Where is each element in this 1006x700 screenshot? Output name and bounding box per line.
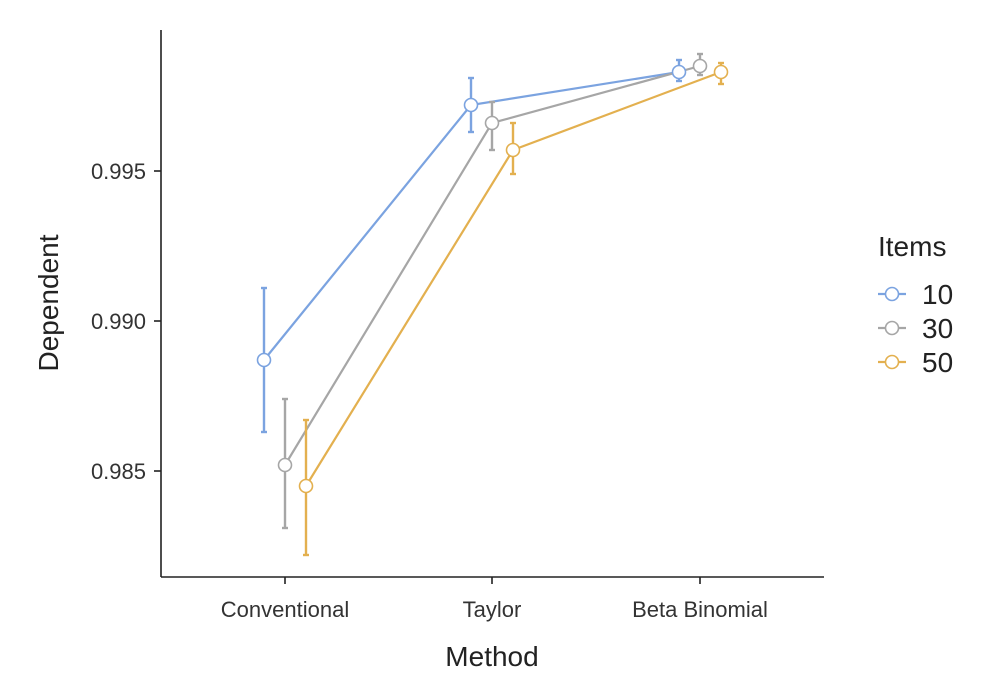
data-point bbox=[692, 58, 708, 74]
legend-marker bbox=[884, 354, 900, 370]
y-tick-label: 0.995 bbox=[91, 159, 146, 184]
legend-label: 10 bbox=[922, 279, 953, 310]
x-tick-label: Beta Binomial bbox=[632, 597, 768, 622]
data-point bbox=[505, 142, 521, 158]
y-axis-title: Dependent bbox=[33, 234, 64, 371]
legend-entry-30: 30 bbox=[878, 313, 953, 344]
y-tick-label: 0.990 bbox=[91, 309, 146, 334]
axes: Conventional Taylor Beta Binomial 0.985 0.99… bbox=[91, 30, 824, 622]
x-axis-title: Method bbox=[445, 641, 538, 672]
data-point bbox=[671, 64, 687, 80]
x-tick-label: Conventional bbox=[221, 597, 349, 622]
data-point bbox=[277, 457, 293, 473]
y-tick-label: 0.985 bbox=[91, 459, 146, 484]
legend-entry-50: 50 bbox=[878, 347, 953, 378]
legend-title: Items bbox=[878, 231, 946, 262]
legend-marker bbox=[884, 286, 900, 302]
plot-area bbox=[256, 52, 729, 557]
data-point bbox=[463, 97, 479, 113]
data-point bbox=[484, 115, 500, 131]
x-tick-label: Taylor bbox=[463, 597, 522, 622]
data-point bbox=[256, 352, 272, 368]
data-point bbox=[713, 64, 729, 80]
legend-marker bbox=[884, 320, 900, 336]
legend-label: 50 bbox=[922, 347, 953, 378]
legend-entry-10: 10 bbox=[878, 279, 953, 310]
data-point bbox=[298, 478, 314, 494]
legend-label: 30 bbox=[922, 313, 953, 344]
